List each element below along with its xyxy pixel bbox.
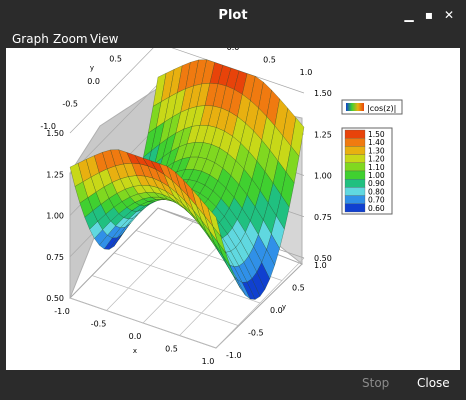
z-tick-label-left: 0.75 xyxy=(46,253,64,262)
z-tick-label-right: 0.50 xyxy=(314,254,332,263)
y-tick-label-top: -1.0 xyxy=(40,122,56,131)
colorbar-swatch xyxy=(344,203,366,213)
y-tick-label-top: -0.5 xyxy=(62,100,78,109)
colorbar-swatch xyxy=(344,129,366,139)
surface-mesh xyxy=(69,59,305,300)
colorbar-label: 0.80 xyxy=(368,187,385,196)
minimize-button[interactable]: ▁ xyxy=(404,8,414,22)
colorbar-label: 0.60 xyxy=(368,204,385,213)
colorbar-swatch xyxy=(344,138,366,147)
menu-view[interactable]: View xyxy=(90,32,119,46)
x-tick-label: 1.0 xyxy=(202,357,215,366)
y-tick-label: 0.5 xyxy=(292,284,305,293)
title-bar: Plot ▁ ▪ ✕ xyxy=(0,0,466,32)
x-tick-label-top: 1.0 xyxy=(300,68,313,77)
menu-zoom[interactable]: Zoom xyxy=(53,32,88,46)
colorbar-label: 1.40 xyxy=(368,138,385,147)
z-tick-label-right: 1.00 xyxy=(314,172,332,181)
y-tick-label-top: 0.5 xyxy=(109,55,122,64)
colorbar-swatch xyxy=(344,154,366,163)
x-tick-label: 0.5 xyxy=(165,345,178,354)
z-tick-label-right: 1.25 xyxy=(314,130,332,139)
stop-button[interactable]: Stop xyxy=(362,376,390,390)
x-tick-label-top: 0.0 xyxy=(227,48,240,52)
z-tick-label-right: 1.50 xyxy=(314,89,332,98)
x-tick-label-top: 0.5 xyxy=(263,56,276,65)
x-tick-label: 0.0 xyxy=(129,332,142,341)
legend: |cos(z)| xyxy=(341,99,403,115)
menu-graph[interactable]: Graph xyxy=(12,32,49,46)
z-tick-label-left: 1.00 xyxy=(46,212,64,221)
z-tick-label-right: 0.75 xyxy=(314,213,332,222)
colorbar: 1.501.401.301.201.101.000.900.800.700.60 xyxy=(341,127,393,215)
colorbar-swatch xyxy=(344,195,366,204)
y-tick-label: 0.0 xyxy=(270,306,283,315)
close-window-button[interactable]: ✕ xyxy=(443,8,455,22)
floor-grid-line xyxy=(215,257,305,349)
y-axis-label: y xyxy=(282,303,286,311)
colorbar-label: 1.20 xyxy=(368,155,385,164)
y-axis-label-top: y xyxy=(90,64,94,72)
colorbar-label: 0.90 xyxy=(368,179,385,188)
x-axis-label: x xyxy=(133,347,137,355)
x-tick-label: -0.5 xyxy=(91,320,107,329)
floor-grid-line xyxy=(113,252,261,304)
colorbar-label: 1.10 xyxy=(368,163,385,172)
footer-bar: Stop Close xyxy=(0,370,466,400)
y-tick-label: -1.0 xyxy=(226,351,242,360)
x-tick-label: -1.0 xyxy=(54,307,70,316)
colorbar-swatch xyxy=(344,187,366,196)
legend-swatch xyxy=(346,103,364,111)
y-tick-label: 1.0 xyxy=(314,261,327,270)
close-button[interactable]: Close xyxy=(417,376,450,390)
window-title: Plot xyxy=(218,8,248,23)
colorbar-label: 0.70 xyxy=(368,196,385,205)
z-tick-label-left: 1.25 xyxy=(46,170,64,179)
z-tick-label-left: 1.50 xyxy=(46,129,64,138)
maximize-button[interactable]: ▪ xyxy=(424,8,434,22)
surface-plot[interactable]: 0.500.500.750.751.001.001.251.251.501.50… xyxy=(6,18,460,370)
colorbar-swatch xyxy=(344,179,366,188)
colorbar-swatch xyxy=(344,170,366,180)
colorbar-swatch xyxy=(344,162,366,172)
legend-label: |cos(z)| xyxy=(367,104,396,113)
y-tick-label-top: 0.0 xyxy=(87,77,100,86)
colorbar-label: 1.50 xyxy=(368,130,385,139)
menu-bar: Graph Zoom View xyxy=(0,30,466,48)
y-tick-label: -0.5 xyxy=(248,329,264,338)
surface-facet xyxy=(207,207,222,237)
colorbar-label: 1.00 xyxy=(368,171,385,180)
plot-area[interactable]: 0.50 0.50 0.75 0.75 1.00 1.00 1.25 1.25 1.50 1.50… xyxy=(6,18,460,370)
colorbar-swatch xyxy=(344,146,366,155)
colorbar-label: 1.30 xyxy=(368,146,385,155)
z-tick-label-left: 0.50 xyxy=(46,294,64,303)
